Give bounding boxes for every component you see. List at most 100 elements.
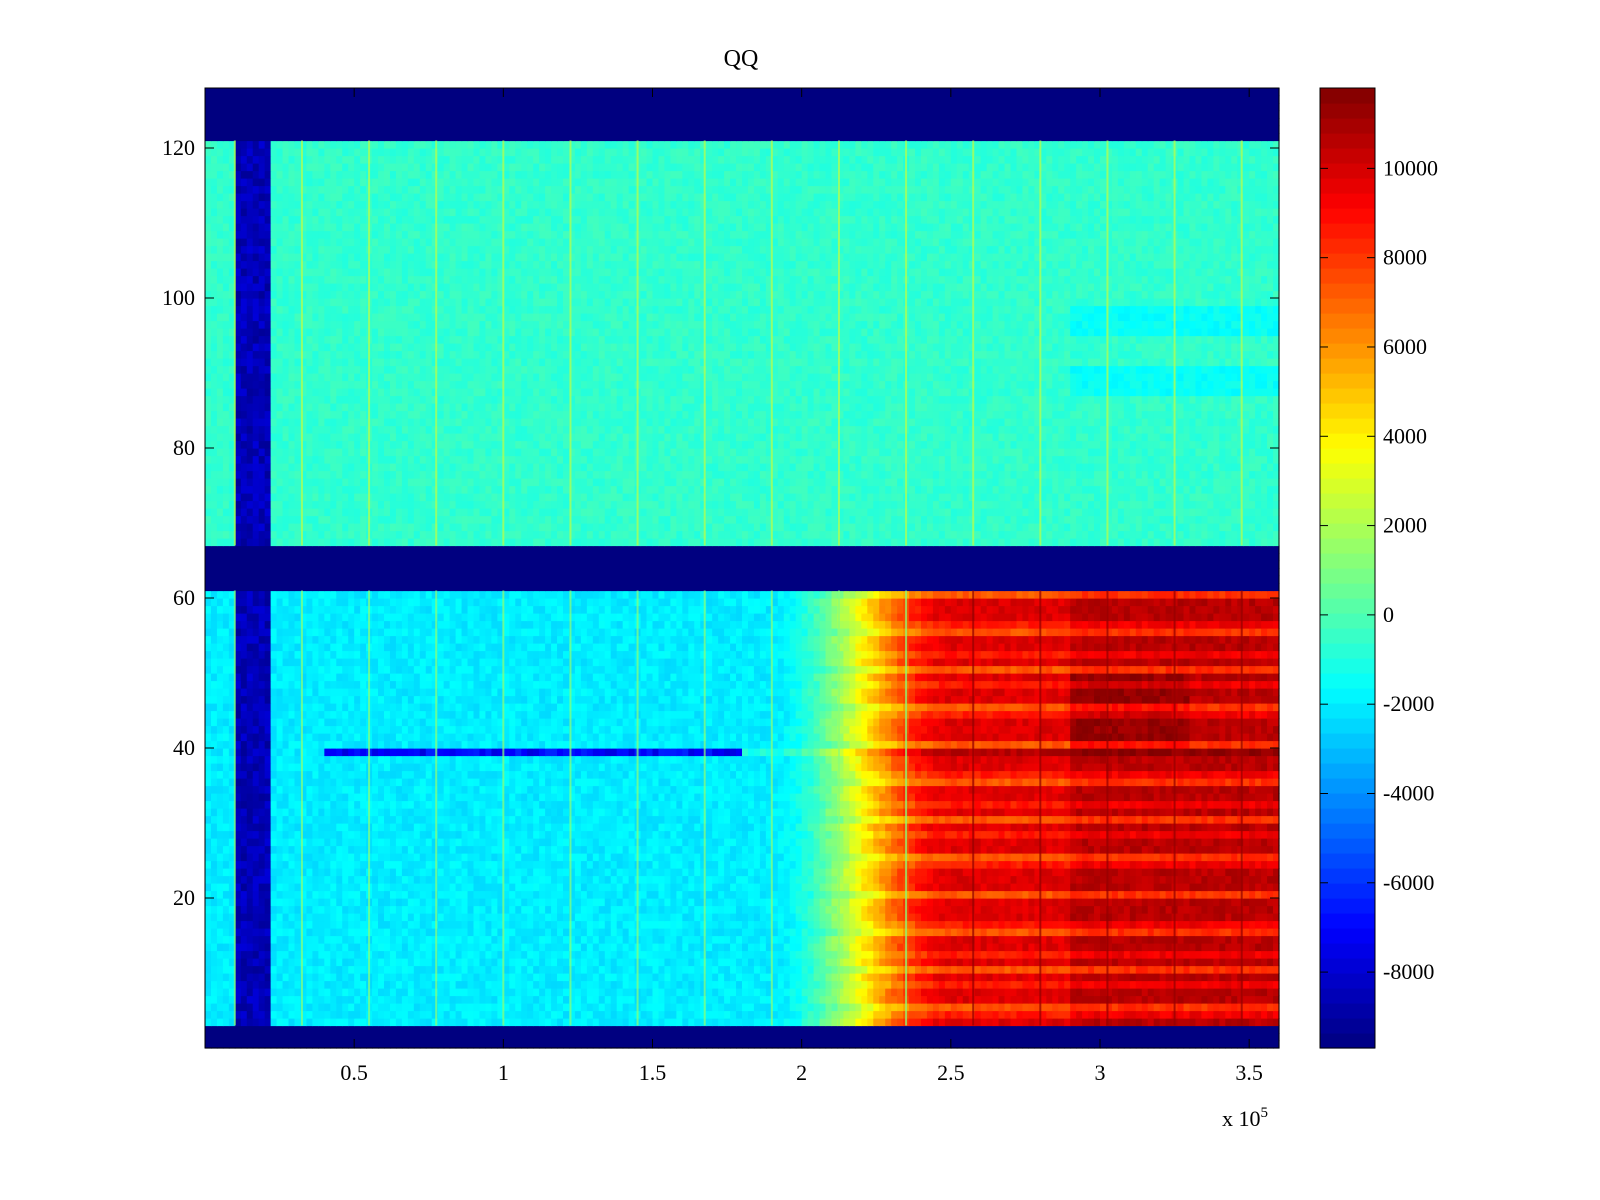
heatmap-cell <box>246 883 254 892</box>
heatmap-cell <box>789 905 797 914</box>
heatmap-cell <box>1249 890 1256 899</box>
heatmap-cell <box>1034 995 1041 1004</box>
heatmap-cell <box>1177 1033 1185 1042</box>
heatmap-cell <box>789 883 797 892</box>
heatmap-cell <box>509 995 516 1004</box>
heatmap-cell <box>1231 928 1238 937</box>
heatmap-cell <box>616 1010 624 1019</box>
heatmap-cell <box>992 860 1000 869</box>
heatmap-cell <box>855 860 862 869</box>
heatmap-cell <box>401 980 409 989</box>
heatmap-cell <box>753 1033 761 1042</box>
heatmap-cell <box>264 980 272 989</box>
heatmap-cell <box>473 973 481 982</box>
heatmap-cell <box>258 980 266 989</box>
heatmap-cell <box>336 988 343 997</box>
heatmap-cell <box>783 958 791 967</box>
heatmap-cell <box>1243 853 1250 862</box>
heatmap-cell <box>1207 935 1214 944</box>
heatmap-cell <box>849 845 856 854</box>
heatmap-cell <box>736 905 743 914</box>
heatmap-cell <box>378 1033 385 1042</box>
heatmap-cell <box>777 1018 785 1027</box>
heatmap-cell <box>222 980 230 989</box>
heatmap-cell <box>682 950 689 959</box>
heatmap-cell <box>545 1018 552 1027</box>
heatmap-cell <box>419 965 427 974</box>
heatmap-cell <box>849 875 856 884</box>
heatmap-cell <box>712 838 719 847</box>
heatmap-cell <box>1004 1018 1012 1027</box>
heatmap-cell <box>932 980 940 989</box>
heatmap-cell <box>449 1003 457 1012</box>
heatmap-cell <box>205 1040 212 1049</box>
heatmap-cell <box>932 845 940 854</box>
heatmap-cell <box>348 943 355 952</box>
heatmap-cell <box>1237 980 1244 989</box>
heatmap-cell <box>246 920 254 929</box>
heatmap-cell <box>1111 995 1119 1004</box>
heatmap-cell <box>336 890 343 899</box>
heatmap-cell <box>1022 890 1029 899</box>
heatmap-cell <box>640 868 648 877</box>
heatmap-cell <box>372 913 379 922</box>
heatmap-cell <box>1255 898 1262 907</box>
heatmap-cell <box>1201 935 1208 944</box>
heatmap-cell <box>747 845 755 854</box>
heatmap-cell <box>628 1033 636 1042</box>
heatmap-cell <box>276 905 284 914</box>
heatmap-cell <box>1022 853 1029 862</box>
heatmap-cell <box>592 905 600 914</box>
heatmap-cell <box>968 1003 976 1012</box>
heatmap-cell <box>312 958 319 967</box>
heatmap-cell <box>461 958 469 967</box>
heatmap-cell <box>449 875 457 884</box>
heatmap-cell <box>509 1018 516 1027</box>
heatmap-cell <box>1022 965 1029 974</box>
heatmap-cell <box>789 1025 797 1034</box>
heatmap-cell <box>378 958 385 967</box>
heatmap-cell <box>527 943 534 952</box>
heatmap-cell <box>682 1003 689 1012</box>
heatmap-cell <box>324 973 331 982</box>
heatmap-cell <box>252 913 260 922</box>
heatmap-cell <box>897 845 904 854</box>
heatmap-cell <box>354 995 361 1004</box>
heatmap-cell <box>986 868 994 877</box>
heatmap-cell <box>676 973 683 982</box>
heatmap-cell <box>652 958 660 967</box>
heatmap-cell <box>1135 935 1143 944</box>
heatmap-cell <box>1201 920 1208 929</box>
heatmap-cell <box>1070 890 1077 899</box>
heatmap-cell <box>461 853 469 862</box>
heatmap-cell <box>1123 958 1131 967</box>
heatmap-cell <box>264 1033 272 1042</box>
heatmap-cell <box>1213 958 1220 967</box>
heatmap-cell <box>1010 1003 1018 1012</box>
heatmap-cell <box>592 913 600 922</box>
heatmap-cell <box>1004 868 1012 877</box>
heatmap-cell <box>1034 860 1041 869</box>
heatmap-cell <box>962 890 970 899</box>
heatmap-cell <box>533 995 540 1004</box>
heatmap-cell <box>467 883 475 892</box>
heatmap-cell <box>795 838 803 847</box>
heatmap-cell <box>1135 1040 1143 1049</box>
heatmap-cell <box>1022 1025 1029 1034</box>
heatmap-cell <box>1004 845 1012 854</box>
heatmap-cell <box>604 1010 612 1019</box>
heatmap-cell <box>485 838 492 847</box>
heatmap-cell <box>437 875 445 884</box>
heatmap-cell <box>1159 860 1167 869</box>
heatmap-cell <box>1094 905 1101 914</box>
heatmap-cell <box>1243 860 1250 869</box>
heatmap-cell <box>389 913 397 922</box>
heatmap-cell <box>1123 883 1131 892</box>
heatmap-cell <box>389 965 397 974</box>
heatmap-cell <box>873 860 880 869</box>
heatmap-cell <box>950 973 958 982</box>
heatmap-cell <box>1231 920 1238 929</box>
heatmap-cell <box>1100 980 1107 989</box>
heatmap-cell <box>974 868 982 877</box>
heatmap-cell <box>1058 845 1065 854</box>
